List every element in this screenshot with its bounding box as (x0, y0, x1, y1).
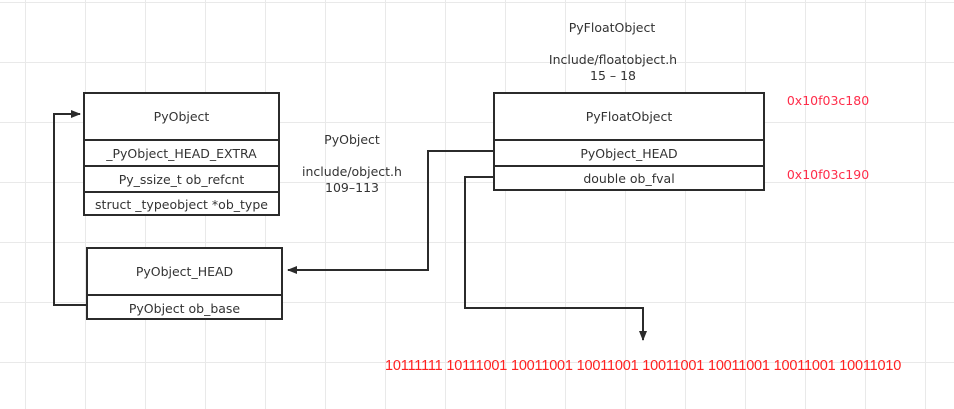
float-row: double ob_fval (495, 165, 763, 189)
object-file: include/object.h (302, 164, 402, 179)
pyobject-box[interactable]: PyObject _PyObject_HEAD_EXTRA Py_ssize_t… (83, 92, 280, 216)
pyobject-row: Py_ssize_t ob_refcnt (85, 165, 278, 191)
pyobject-row: struct _typeobject *ob_type (85, 191, 278, 216)
pyobject-header: PyObject (153, 109, 210, 124)
head-row: PyObject ob_base (88, 294, 281, 320)
object-title: PyObject (324, 132, 380, 147)
pyobject-head-box[interactable]: PyObject_HEAD PyObject ob_base (86, 247, 283, 320)
address-label: 0x10f03c180 (786, 93, 870, 108)
float-title: PyFloatObject (568, 20, 656, 35)
arrow-head-to-pyobject-head (287, 150, 494, 274)
object-lines: 109–113 (325, 180, 379, 195)
float-file: Include/floatobject.h (548, 52, 678, 67)
pyobject-row: _PyObject_HEAD_EXTRA (85, 139, 278, 165)
float-header: PyFloatObject (585, 109, 673, 124)
float-lines: 15 – 18 (589, 68, 637, 83)
head-header: PyObject_HEAD (135, 264, 234, 279)
arrow-fval-to-binary (464, 176, 647, 341)
binary-value: 10111111 10111001 10011001 10011001 1001… (385, 358, 902, 374)
float-row: PyObject_HEAD (495, 139, 763, 165)
pyfloatobject-box[interactable]: PyFloatObject PyObject_HEAD double ob_fv… (493, 92, 765, 191)
address-label: 0x10f03c190 (786, 167, 870, 182)
arrow-ob-base-to-pyobject (53, 110, 87, 306)
